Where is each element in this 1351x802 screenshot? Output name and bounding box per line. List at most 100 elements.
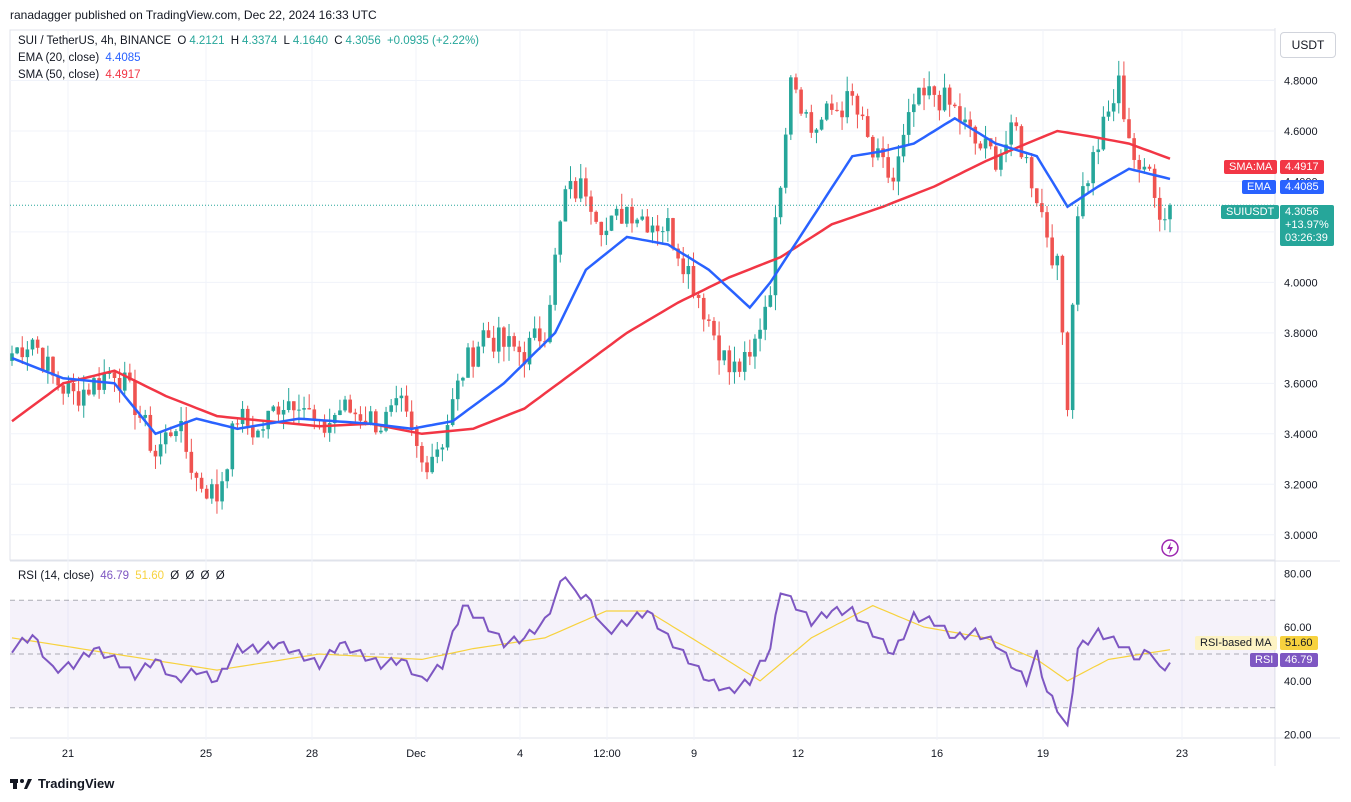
candle-body xyxy=(153,450,158,457)
candle-body xyxy=(727,350,732,373)
candle-body xyxy=(76,391,81,406)
candle-body xyxy=(158,444,163,457)
candle-body xyxy=(589,196,593,212)
candle-body xyxy=(937,94,942,111)
candle-body xyxy=(1004,144,1008,154)
candle-body xyxy=(476,346,481,367)
rsi-tick-label: 20.00 xyxy=(1284,730,1312,742)
candle-body xyxy=(1111,103,1116,112)
candle-body xyxy=(343,399,347,411)
candle-body xyxy=(1163,219,1167,221)
candle-body xyxy=(512,336,516,347)
candle-body xyxy=(496,327,501,352)
candle-body xyxy=(701,297,706,320)
candle-body xyxy=(748,352,752,357)
candle-body xyxy=(128,372,132,381)
candle-body xyxy=(1096,149,1101,153)
candle-body xyxy=(527,337,532,365)
candle-body xyxy=(599,221,604,236)
price-change: +13.97% xyxy=(1285,219,1329,231)
candle-body xyxy=(1029,157,1034,189)
candle-body xyxy=(850,91,855,96)
candle-body xyxy=(799,89,803,114)
rsi-tick-label: 60.00 xyxy=(1284,622,1312,634)
candle-body xyxy=(1045,212,1049,238)
candle-body xyxy=(251,425,255,438)
candle-body xyxy=(830,103,834,110)
candle-body xyxy=(307,408,311,410)
candle-body xyxy=(1019,126,1024,158)
ema20-line xyxy=(11,116,1171,436)
candle-body xyxy=(814,129,819,133)
candle-body xyxy=(1040,203,1044,213)
candle-body xyxy=(871,136,875,158)
candle-body xyxy=(420,445,424,463)
rsi-legend[interactable]: RSI (14, close) 46.79 51.60 Ø Ø Ø Ø xyxy=(18,568,228,585)
candle-body xyxy=(302,408,306,410)
candle-body xyxy=(1147,166,1152,169)
candle-body xyxy=(373,411,378,433)
rsi-value-tag: 46.79 xyxy=(1280,653,1318,667)
candle-body xyxy=(471,347,475,367)
rsi-name-tag: RSI xyxy=(1250,653,1279,667)
sma-legend[interactable]: SMA (50, close) 4.4917 xyxy=(18,67,144,84)
candle-body xyxy=(963,119,967,123)
candle-body xyxy=(712,320,716,336)
candle-body xyxy=(425,462,429,473)
candle-body xyxy=(896,156,901,182)
candle-body xyxy=(1070,304,1075,411)
candle-body xyxy=(666,218,670,232)
candle-body xyxy=(1106,111,1111,117)
candle-body xyxy=(35,339,40,348)
publisher-line: ranadagger published on TradingView.com,… xyxy=(10,8,377,22)
candle-body xyxy=(430,456,434,473)
candle-body xyxy=(1116,75,1121,104)
candle-body xyxy=(1060,255,1065,333)
candle-body xyxy=(655,225,660,232)
ema-value-tag: 4.4085 xyxy=(1280,180,1324,194)
candle-body xyxy=(450,399,455,426)
candle-body xyxy=(502,327,506,347)
candle-body xyxy=(204,488,209,499)
candle-body xyxy=(553,254,557,305)
candle-body xyxy=(609,215,614,231)
ema-legend[interactable]: EMA (20, close) 4.4085 xyxy=(18,50,144,67)
rsi-legend-zero-4: Ø xyxy=(215,570,225,582)
legend-low: 4.1640 xyxy=(292,35,329,47)
time-tick-label: 12 xyxy=(792,748,804,760)
candle-body xyxy=(338,410,342,416)
candle-body xyxy=(1132,138,1136,160)
legend-open-label: O xyxy=(177,35,187,47)
candle-body xyxy=(122,372,127,391)
candle-body xyxy=(81,389,86,406)
legend-symbol[interactable]: SUI / TetherUS, 4h, BINANCE xyxy=(18,35,172,47)
chart-frame[interactable]: 3.00003.20003.40003.60003.80004.00004.20… xyxy=(0,28,1351,768)
candle-body xyxy=(368,411,373,425)
candle-body xyxy=(681,258,686,275)
candle-body xyxy=(640,216,645,220)
candle-body xyxy=(881,148,885,158)
candle-body xyxy=(886,157,890,178)
tradingview-logo[interactable]: TradingView xyxy=(10,776,114,791)
candle-body xyxy=(742,352,747,372)
ema-name-tag: EMA xyxy=(1242,180,1276,194)
candle-body xyxy=(1101,116,1106,150)
candle-body xyxy=(292,401,296,411)
candle-body xyxy=(1009,122,1013,145)
candle-body xyxy=(804,112,809,114)
price-chart[interactable]: 3.00003.20003.40003.60003.80004.00004.20… xyxy=(0,28,1351,768)
footer-brand: TradingView xyxy=(38,776,115,791)
candle-body xyxy=(855,95,860,115)
candle-body xyxy=(348,399,352,413)
price-pane-border xyxy=(9,29,1276,561)
rsi-legend-zero-1: Ø xyxy=(170,570,180,582)
candle-body xyxy=(522,352,527,365)
candle-body xyxy=(763,306,768,330)
legend-change: +0.0935 (+2.22%) xyxy=(386,35,480,47)
candle-body xyxy=(686,266,691,275)
candle-body xyxy=(1024,157,1029,159)
candle-body xyxy=(286,401,291,410)
currency-selector[interactable]: USDT xyxy=(1280,32,1336,58)
candle-body xyxy=(578,178,583,199)
candle-body xyxy=(789,77,793,135)
